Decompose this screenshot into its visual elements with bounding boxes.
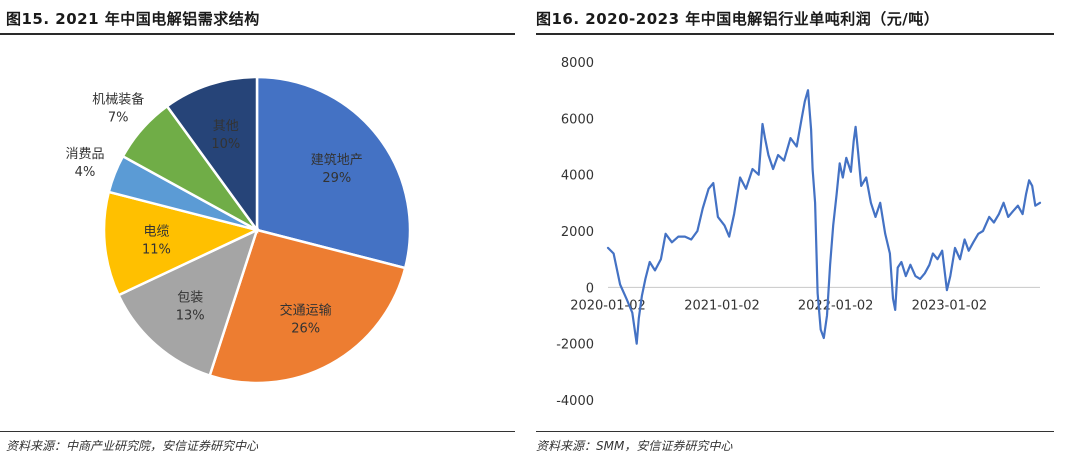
y-tick-label: 2000 bbox=[561, 225, 594, 240]
pie-slice bbox=[116, 227, 260, 378]
x-tick-label: 2022-01-02 bbox=[798, 298, 874, 313]
source-rule bbox=[536, 431, 1054, 432]
source-rule bbox=[0, 431, 515, 432]
x-tick-label: 2023-01-02 bbox=[912, 298, 988, 313]
source-note: 资料来源：SMM，安信证券研究中心 bbox=[536, 439, 733, 453]
line-chart: 8000 6000 4000 2000 0 -2000 -4000 2020-01-02 202… bbox=[556, 56, 1042, 409]
pie-category-label: 消费品 bbox=[65, 147, 104, 162]
pie-category-label: 建筑地产 bbox=[311, 152, 363, 168]
pie-category-label: 其他 bbox=[213, 119, 239, 134]
figure-title: 图16. 2020-2023 年中国电解铝行业单吨利润（元/吨） bbox=[536, 10, 940, 28]
pie-value-label: 10% bbox=[211, 137, 240, 152]
y-tick-label: 6000 bbox=[561, 112, 594, 127]
x-tick-label: 2020-01-02 bbox=[570, 298, 646, 313]
x-tick-label: 2021-01-02 bbox=[684, 298, 760, 313]
pie-chart: 建筑地产 29% 交通运输 26% 包装 13% 电缆 11% 消费品 4% 机械装备 7% 其他 10% bbox=[65, 75, 412, 385]
y-tick-label: 4000 bbox=[561, 169, 594, 184]
profit-series-line bbox=[606, 89, 1042, 345]
title-rule bbox=[536, 33, 1054, 35]
pie-value-label: 29% bbox=[322, 171, 351, 186]
y-tick-label: 0 bbox=[586, 281, 594, 296]
pie-value-label: 13% bbox=[176, 309, 205, 324]
pie-slice bbox=[208, 228, 407, 385]
pie-category-label: 机械装备 bbox=[92, 92, 144, 108]
y-tick-label: -2000 bbox=[556, 338, 594, 353]
pie-value-label: 11% bbox=[142, 243, 171, 258]
pie-category-label: 电缆 bbox=[143, 224, 169, 240]
y-tick-label: -4000 bbox=[556, 394, 594, 409]
demand-structure-panel: 图15. 2021 年中国电解铝需求结构 建筑地产 29% 交通运输 26% 包装 13%… bbox=[0, 10, 515, 453]
pie-slice bbox=[165, 75, 259, 234]
figure-title: 图15. 2021 年中国电解铝需求结构 bbox=[6, 10, 260, 28]
y-tick-label: 8000 bbox=[561, 56, 594, 71]
pie-slice bbox=[255, 75, 412, 270]
source-note: 资料来源：中商产业研究院，安信证券研究中心 bbox=[6, 439, 259, 453]
pie-value-label: 7% bbox=[108, 111, 129, 126]
pie-slice bbox=[102, 190, 261, 297]
pie-category-label: 包装 bbox=[177, 291, 203, 306]
pie-category-label: 交通运输 bbox=[280, 302, 332, 318]
pie-value-label: 4% bbox=[75, 165, 96, 180]
pie-value-label: 26% bbox=[291, 321, 320, 336]
profit-per-ton-panel: 图16. 2020-2023 年中国电解铝行业单吨利润（元/吨） 8000 600… bbox=[536, 0, 1080, 462]
title-rule bbox=[0, 33, 515, 35]
